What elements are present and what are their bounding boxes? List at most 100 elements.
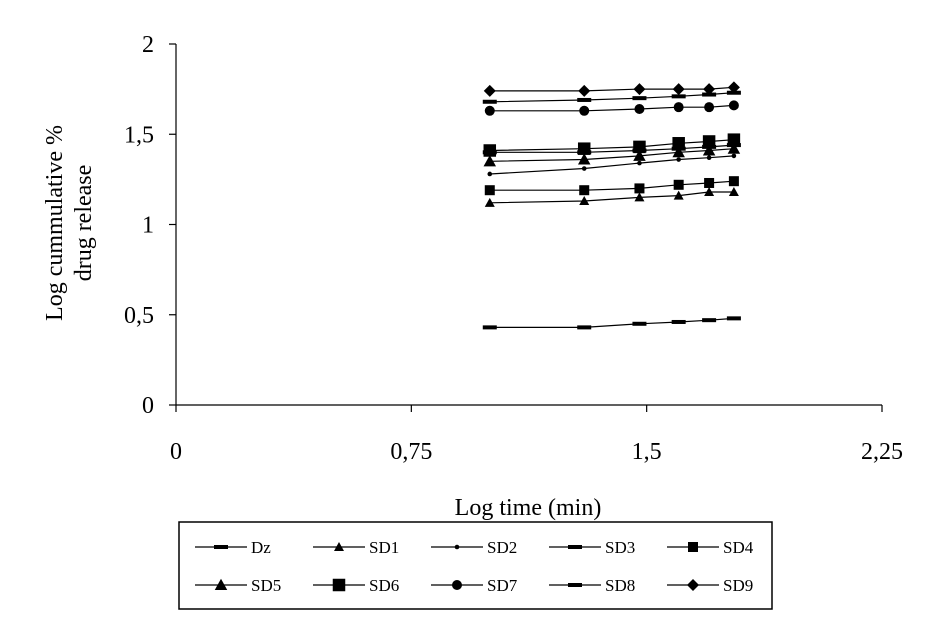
data-point-dz [702, 318, 717, 323]
series-line-sd5 [489, 148, 734, 162]
data-point-sd6 [727, 133, 741, 146]
data-point-sd4 [634, 183, 645, 194]
legend-item-sd2: SD2 [431, 538, 517, 557]
data-point-sd1 [728, 187, 739, 197]
legend-marker [568, 545, 582, 549]
legend-label: SD9 [723, 576, 753, 595]
axes: 0 0,75 1,5 2,25 0 0,5 1 1,5 2 [124, 32, 903, 465]
data-point-sd4 [728, 176, 739, 187]
legend-box [178, 521, 773, 610]
data-point-sd6 [672, 137, 685, 150]
legend-label: SD7 [487, 576, 518, 595]
series-line-dz [489, 317, 734, 328]
series-line-sd9 [489, 86, 734, 92]
legend-marker [688, 542, 698, 552]
data-point-sd9 [483, 84, 496, 97]
data-point-sd5 [672, 146, 685, 158]
data-point-sd7 [634, 103, 645, 114]
series-sd3 [482, 143, 741, 155]
data-point-sd4 [579, 185, 590, 196]
series-sd6 [483, 133, 741, 157]
legend-item-sd9: SD9 [667, 576, 753, 595]
plot-area [482, 81, 741, 330]
series-sd1 [484, 187, 739, 207]
legend-label: SD2 [487, 538, 517, 557]
series-sd2 [487, 153, 737, 177]
data-point-dz [632, 321, 647, 326]
data-point-sd2 [731, 153, 737, 159]
data-point-sd5 [727, 142, 741, 154]
series-line-sd7 [489, 104, 734, 112]
y-tick-label: 1 [142, 213, 154, 239]
legend-item-sd1: SD1 [313, 538, 399, 557]
legend-label: SD8 [605, 576, 635, 595]
data-point-sd8 [671, 94, 686, 99]
legend-item-sd6: SD6 [313, 576, 399, 595]
data-point-sd1 [484, 197, 495, 207]
data-point-sd1 [579, 196, 590, 206]
legend-label: Dz [251, 538, 271, 557]
data-point-sd2 [581, 166, 587, 171]
data-point-sd6 [702, 135, 716, 148]
legend-marker [454, 544, 460, 550]
data-point-sd8 [482, 99, 497, 104]
series-sd7 [484, 100, 739, 116]
legend: Dz SD1 SD2 SD3 SD4 SD5 SD6 SD7 SD8 SD9 [178, 521, 773, 610]
legend-item-sd7: SD7 [431, 576, 518, 595]
legend-label: SD5 [251, 576, 281, 595]
data-point-sd9 [672, 83, 685, 96]
series-dz [482, 316, 741, 330]
data-point-sd9 [703, 83, 716, 96]
data-point-sd4 [673, 179, 684, 190]
legend-label: SD4 [723, 538, 754, 557]
series-line-sd8 [489, 92, 734, 103]
series-line-sd6 [489, 139, 734, 152]
data-point-sd7 [579, 105, 590, 116]
legend-label: SD3 [605, 538, 635, 557]
data-point-sd9 [727, 81, 740, 94]
legend-item-sd8: SD8 [549, 576, 635, 595]
legend-marker [687, 579, 699, 591]
legend-label: SD6 [369, 576, 399, 595]
legend-item-sd5: SD5 [195, 576, 281, 595]
legend-label: SD1 [369, 538, 399, 557]
data-point-sd6 [577, 142, 591, 155]
legend-item-sd4: SD4 [667, 538, 754, 557]
data-point-sd4 [704, 177, 715, 188]
data-point-sd7 [673, 102, 684, 113]
data-point-sd8 [577, 97, 592, 102]
data-point-sd6 [483, 144, 497, 157]
data-point-sd5 [702, 144, 716, 156]
data-point-dz [577, 325, 592, 330]
data-point-sd8 [632, 96, 647, 101]
x-axis-title: Log time (min) [455, 495, 602, 521]
data-point-sd2 [487, 171, 493, 177]
legend-marker [214, 545, 228, 549]
series-line-sd1 [489, 191, 734, 204]
data-point-sd5 [577, 153, 591, 165]
y-tick-label: 2 [142, 32, 154, 58]
data-point-sd4 [484, 185, 495, 196]
data-point-dz [671, 319, 686, 324]
legend-marker [334, 542, 344, 551]
x-tick-label: 1,5 [632, 439, 662, 465]
y-axis-title-line-1: Log cummulative % [42, 125, 68, 321]
data-point-dz [482, 325, 497, 330]
series-line-sd4 [489, 180, 734, 191]
x-tick-label: 0 [170, 439, 182, 465]
y-tick-label: 0 [142, 393, 154, 419]
legend-marker [332, 578, 346, 592]
data-point-sd1 [704, 187, 715, 197]
legend-item-dz: Dz [195, 538, 271, 557]
data-point-sd7 [484, 105, 495, 116]
data-point-sd9 [578, 84, 591, 97]
legend-marker [452, 580, 462, 590]
x-tick-label: 0,75 [390, 439, 432, 465]
data-point-sd9 [633, 83, 646, 96]
legend-marker [568, 583, 582, 587]
series-sd4 [484, 176, 739, 196]
series-line-sd2 [489, 155, 734, 175]
data-point-sd7 [728, 100, 739, 111]
data-point-sd2 [676, 157, 681, 162]
